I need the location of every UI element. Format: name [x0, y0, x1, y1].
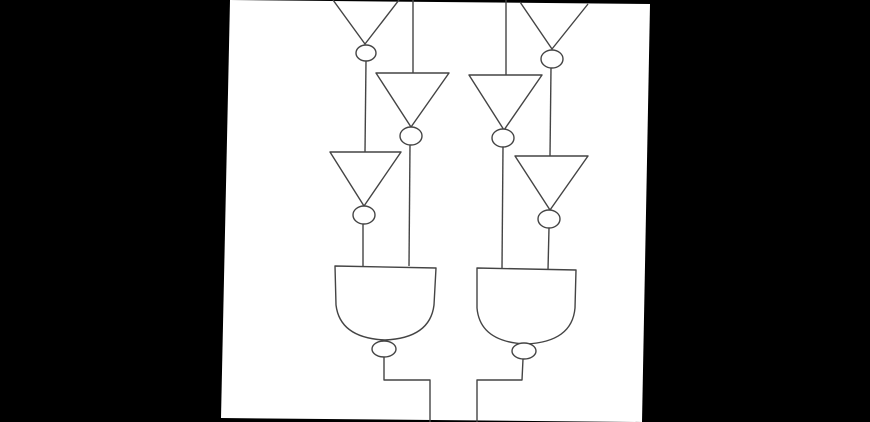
inverter-left-lower: [329, 151, 402, 225]
inverter-bubble: [537, 209, 561, 229]
wire: [476, 358, 524, 422]
paper-sheet: [221, 0, 650, 422]
wire: [408, 144, 411, 267]
wire: [364, 60, 367, 153]
nand-gate-bubble: [371, 340, 397, 358]
inverter-body: [514, 155, 589, 211]
inverter-body: [519, 1, 589, 50]
nand-gate-left: [334, 265, 437, 358]
nand-gate-right: [476, 267, 577, 360]
wire: [501, 146, 504, 269]
inverter-left-top: [332, 0, 400, 62]
inverter-bubble: [399, 126, 423, 146]
nand-gate-bubble: [511, 342, 537, 360]
inverter-bubble: [352, 205, 376, 225]
wire: [383, 357, 431, 422]
inverter-body: [329, 151, 402, 207]
wire: [549, 67, 552, 157]
inverter-right-top: [519, 1, 589, 69]
inverter-right-lower: [514, 155, 589, 229]
inverter-body: [332, 0, 400, 45]
left-circuit: [329, 0, 450, 422]
inverter-bubble: [540, 49, 564, 69]
right-circuit: [468, 0, 589, 422]
wire: [547, 227, 550, 271]
inverter-bubble: [491, 128, 515, 148]
inverter-bubble: [355, 44, 377, 62]
nand-gate-body: [334, 265, 437, 341]
